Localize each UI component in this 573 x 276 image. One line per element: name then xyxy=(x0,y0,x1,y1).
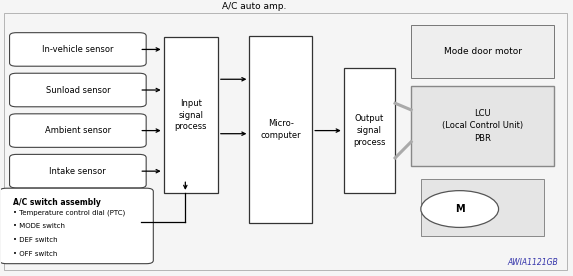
Text: A/C auto amp.: A/C auto amp. xyxy=(222,2,286,11)
FancyBboxPatch shape xyxy=(10,73,146,107)
Text: In-vehicle sensor: In-vehicle sensor xyxy=(42,45,113,54)
Bar xyxy=(421,179,544,236)
Text: Micro-
computer: Micro- computer xyxy=(261,119,301,140)
Text: Input
signal
process: Input signal process xyxy=(175,99,207,131)
Text: • Temperature control dial (PTC): • Temperature control dial (PTC) xyxy=(13,209,125,216)
Bar xyxy=(411,25,554,78)
Text: Mode door motor: Mode door motor xyxy=(444,47,521,56)
Text: • DEF switch: • DEF switch xyxy=(13,237,58,243)
Text: • MODE switch: • MODE switch xyxy=(13,223,65,229)
Bar xyxy=(344,68,395,193)
Bar xyxy=(411,86,554,166)
Text: Intake sensor: Intake sensor xyxy=(49,167,106,176)
Bar xyxy=(164,37,218,193)
FancyBboxPatch shape xyxy=(10,114,146,147)
FancyBboxPatch shape xyxy=(10,154,146,188)
Text: A/C switch assembly: A/C switch assembly xyxy=(13,198,101,207)
FancyBboxPatch shape xyxy=(0,188,154,264)
Text: Sunload sensor: Sunload sensor xyxy=(45,86,110,94)
Bar xyxy=(152,17,378,248)
Text: M: M xyxy=(455,204,465,214)
Text: LCU
(Local Control Unit)
PBR: LCU (Local Control Unit) PBR xyxy=(442,109,523,143)
Text: Ambient sensor: Ambient sensor xyxy=(45,126,111,135)
Bar xyxy=(404,16,561,250)
FancyBboxPatch shape xyxy=(10,33,146,66)
Bar xyxy=(249,36,312,222)
Text: Output
signal
process: Output signal process xyxy=(353,114,386,147)
Text: AWIA1121GB: AWIA1121GB xyxy=(507,258,558,267)
Text: • OFF switch: • OFF switch xyxy=(13,251,58,257)
Circle shape xyxy=(421,191,499,227)
